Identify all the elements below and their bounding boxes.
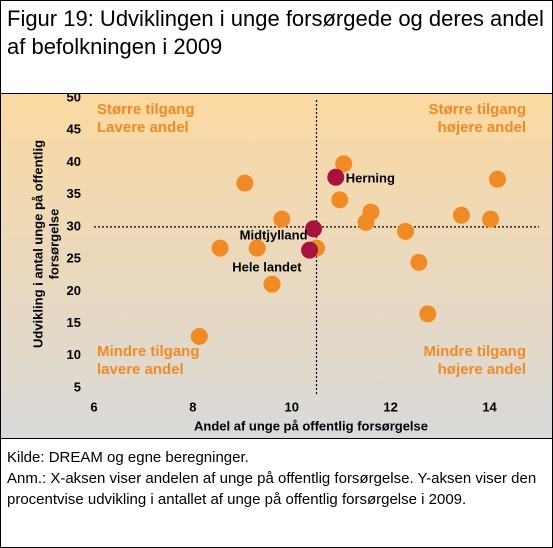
corner-annotation: Mindre tilgang <box>97 343 200 360</box>
x-tick-label: 12 <box>383 399 397 414</box>
corner-annotation: højere andel <box>438 119 526 136</box>
y-tick-label: 15 <box>67 315 81 330</box>
background <box>1 94 552 438</box>
y-tick-label: 10 <box>67 347 81 362</box>
corner-annotation: Større tilgang <box>428 101 526 118</box>
corner-annotation: Lavere andel <box>97 119 189 136</box>
point-label: Midtjylland <box>240 227 308 242</box>
corner-annotation: højere andel <box>438 361 526 378</box>
point <box>263 275 281 293</box>
y-axis-label: Udvikling i antal unge på offentlig <box>30 140 45 348</box>
point <box>397 222 414 240</box>
x-tick-label: 10 <box>285 399 299 414</box>
x-axis-label: Andel af unge på offentlig forsørgelse <box>194 418 428 433</box>
point <box>301 241 319 259</box>
point <box>211 239 229 257</box>
y-tick-label: 40 <box>67 154 81 169</box>
y-axis-label: forsørgelse <box>46 209 61 280</box>
point <box>305 220 323 238</box>
note: Anm.: X-aksen viser andelen af unge på o… <box>7 470 537 508</box>
point <box>419 305 437 323</box>
title: Figur 19: Udviklingen i unge forsørgede … <box>7 6 544 59</box>
point <box>488 170 506 188</box>
corner-annotation: lavere andel <box>97 361 184 378</box>
footer: Kilde: DREAM og egne beregninger. Anm.: … <box>7 447 547 510</box>
point <box>331 191 349 209</box>
y-tick-label: 50 <box>67 93 81 104</box>
point <box>482 210 500 228</box>
x-tick-label: 8 <box>189 399 196 414</box>
corner-annotation: Større tilgang <box>97 101 195 118</box>
corner-annotation: Mindre tilgang <box>424 343 527 360</box>
y-tick-label: 5 <box>74 379 81 394</box>
point <box>190 327 208 345</box>
source: Kilde: DREAM og egne beregninger. <box>7 449 249 466</box>
y-tick-label: 25 <box>67 251 81 266</box>
x-tick-label: 6 <box>90 399 97 414</box>
point <box>410 253 428 271</box>
y-tick-label: 45 <box>67 122 81 137</box>
point <box>273 210 291 228</box>
chart: 5 10 15 20 25 30 35 40 45 50 6 8 10 12 14 Andel af unge… <box>1 93 552 439</box>
point <box>335 155 353 173</box>
y-tick-label: 30 <box>67 218 81 233</box>
point <box>327 168 345 186</box>
point <box>248 239 266 257</box>
point-label: Herning <box>346 171 395 186</box>
y-tick-label: 35 <box>67 186 81 201</box>
point <box>236 174 254 192</box>
y-tick-label: 20 <box>67 283 81 298</box>
point <box>452 206 470 224</box>
point-label: Hele landet <box>232 260 302 275</box>
point <box>362 203 380 221</box>
x-tick-label: 14 <box>482 399 497 414</box>
